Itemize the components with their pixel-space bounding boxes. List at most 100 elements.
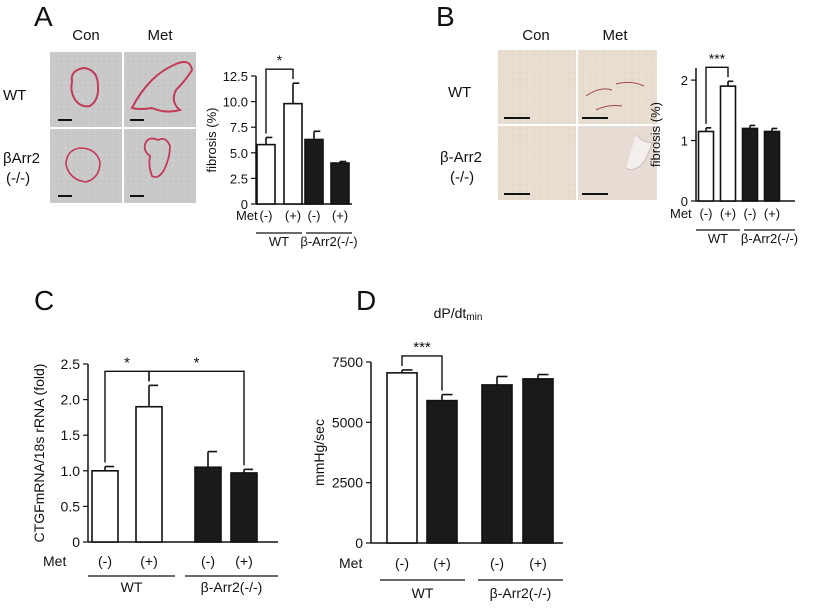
bar-b-2 bbox=[741, 127, 759, 202]
micrograph-a-ko-con bbox=[50, 129, 122, 203]
micrograph-a-wt-met bbox=[124, 52, 196, 127]
x-tick-label-c-2: (-) bbox=[201, 553, 215, 569]
row-label-ko-b-2: (-/-) bbox=[450, 169, 474, 186]
y-tick-label-a-1: 2.5 bbox=[230, 171, 248, 186]
y-tick-label-c-3: 1.5 bbox=[61, 427, 81, 443]
y-axis-label-a: fibrosis (%) bbox=[204, 107, 219, 172]
significance-bracket-d-0 bbox=[401, 355, 443, 391]
x-tick-label-b-2: (-) bbox=[744, 206, 757, 221]
x-tick-label-d-3: (+) bbox=[529, 555, 547, 571]
met-label-d: Met bbox=[339, 555, 362, 571]
significance-label-b-0: *** bbox=[709, 50, 726, 66]
x-tick-label-d-1: (+) bbox=[433, 555, 451, 571]
vessel-stain-a-wt-met bbox=[130, 61, 194, 113]
y-tick-label-a-0: 0 bbox=[241, 197, 248, 212]
y-tick-label-a-2: 5.0 bbox=[230, 146, 248, 161]
bar-b-0 bbox=[697, 130, 715, 202]
col-label-met-b: Met bbox=[602, 27, 628, 44]
micrograph-b-wt-met bbox=[578, 50, 657, 124]
bar-c-3 bbox=[230, 472, 258, 543]
chart-c: 0 0.5 1.0 1.5 2.0 2.5 CTGFmRNA/18s rRNA (fold)… bbox=[31, 354, 278, 595]
significance-label-d-0: *** bbox=[413, 339, 431, 356]
panel-letter-d: D bbox=[356, 285, 376, 316]
significance-bracket-c-1 bbox=[148, 370, 245, 466]
y-tick-label-d-3: 7500 bbox=[332, 354, 363, 370]
group-label-ko-d: β-Arr2(-/-) bbox=[490, 585, 552, 601]
bar-c-0 bbox=[91, 469, 119, 543]
bar-a-2 bbox=[304, 138, 324, 205]
x-tick-label-b-1: (+) bbox=[720, 206, 736, 221]
group-label-ko-a: β-Arr2(-/-) bbox=[300, 234, 357, 249]
y-tick-label-a-4: 10.0 bbox=[223, 95, 248, 110]
panel-letter-c: C bbox=[34, 285, 54, 316]
x-tick-label-c-3: (+) bbox=[235, 553, 253, 569]
y-tick-label-a-3: 7.5 bbox=[230, 120, 248, 135]
significance-label-c-1: * bbox=[194, 354, 200, 371]
bar-c-2 bbox=[194, 466, 222, 543]
bar-a-1 bbox=[283, 102, 303, 205]
chart-d-title-sub: min bbox=[466, 312, 482, 323]
x-tick-label-b-3: (+) bbox=[764, 206, 780, 221]
bar-d-2 bbox=[481, 384, 513, 544]
group-label-wt-c: WT bbox=[121, 579, 143, 595]
group-label-ko-c: β-Arr2(-/-) bbox=[201, 579, 263, 595]
x-tick-label-a-0: (-) bbox=[260, 208, 273, 223]
vessel-stain-a-ko-met bbox=[143, 137, 171, 179]
y-tick-label-c-5: 2.5 bbox=[61, 356, 81, 372]
bar-a-0 bbox=[256, 143, 276, 205]
met-label-b: Met bbox=[670, 206, 692, 221]
y-axis-label-d: mmHg/sec bbox=[311, 419, 327, 486]
bar-d-0 bbox=[386, 372, 418, 544]
bar-c-1 bbox=[135, 405, 163, 543]
x-tick-label-d-2: (-) bbox=[490, 555, 504, 571]
col-label-con-b: Con bbox=[522, 27, 550, 44]
row-label-wt-a: WT bbox=[3, 87, 26, 104]
vessel-stain-a-ko-con bbox=[65, 147, 101, 183]
y-tick-label-d-2: 5000 bbox=[332, 414, 363, 430]
micrograph-b-ko-con bbox=[498, 126, 576, 200]
significance-label-a-0: * bbox=[277, 52, 283, 68]
y-tick-label-b-1: 1 bbox=[681, 134, 688, 149]
chart-d-title: dP/dtmin bbox=[434, 305, 483, 323]
y-tick-label-c-1: 0.5 bbox=[61, 498, 81, 514]
bar-b-3 bbox=[763, 130, 781, 202]
y-tick-label-d-0: 0 bbox=[355, 535, 363, 551]
y-tick-label-c-2: 1.0 bbox=[61, 463, 81, 479]
chart-d: 0 2500 5000 7500 mmHg/sec (-) (+) (-) (+) Met WT β-… bbox=[311, 339, 563, 601]
group-label-wt-a: WT bbox=[269, 234, 289, 249]
x-tick-label-a-3: (+) bbox=[332, 208, 348, 223]
y-tick-label-d-1: 2500 bbox=[332, 475, 363, 491]
x-tick-label-c-0: (-) bbox=[98, 553, 112, 569]
x-tick-label-b-0: (-) bbox=[700, 206, 713, 221]
group-label-ko-b: β-Arr2(-/-) bbox=[741, 231, 798, 246]
y-axis-label-b: fibrosis (%) bbox=[648, 102, 663, 167]
row-label-ko-a-1: βArr2 bbox=[3, 150, 40, 167]
micrograph-a-wt-con bbox=[50, 52, 122, 127]
met-label-c: Met bbox=[43, 553, 66, 569]
x-tick-label-a-2: (-) bbox=[308, 208, 321, 223]
x-tick-label-c-1: (+) bbox=[140, 553, 158, 569]
y-tick-label-a-5: 12.5 bbox=[223, 69, 248, 84]
chart-a: 0 2.5 5.0 7.5 10.0 12.5 fibrosis (%) (-) (+) (-) (… bbox=[204, 52, 358, 249]
y-tick-label-c-4: 2.0 bbox=[61, 392, 81, 408]
micrograph-a-ko-met bbox=[124, 129, 196, 203]
panel-letter-a: A bbox=[34, 1, 53, 32]
micrograph-b-wt-con bbox=[498, 50, 576, 124]
micrograph-grid-b: Con Met WT β-Arr2 (-/-) bbox=[440, 27, 657, 200]
significance-bracket-a-0 bbox=[265, 68, 294, 134]
significance-label-c-0: * bbox=[124, 354, 130, 371]
chart-b: 0 1 2 fibrosis (%) (-) (+) (-) (+) Met WT β-Arr2(-… bbox=[648, 50, 798, 246]
y-tick-label-b-0: 0 bbox=[681, 194, 688, 209]
vessel-stain-a-wt-con bbox=[70, 66, 100, 108]
group-label-wt-d: WT bbox=[412, 585, 434, 601]
bar-d-1 bbox=[426, 399, 458, 544]
bar-d-3 bbox=[522, 378, 554, 544]
fibrosis-trace-b-1 bbox=[585, 81, 645, 111]
col-label-con-a: Con bbox=[72, 27, 100, 44]
fibrosis-trace-b-2 bbox=[625, 133, 653, 171]
met-label-a: Met bbox=[236, 208, 258, 223]
x-tick-label-d-0: (-) bbox=[395, 555, 409, 571]
significance-bracket-b-0 bbox=[705, 66, 729, 124]
y-tick-label-b-2: 2 bbox=[681, 73, 688, 88]
